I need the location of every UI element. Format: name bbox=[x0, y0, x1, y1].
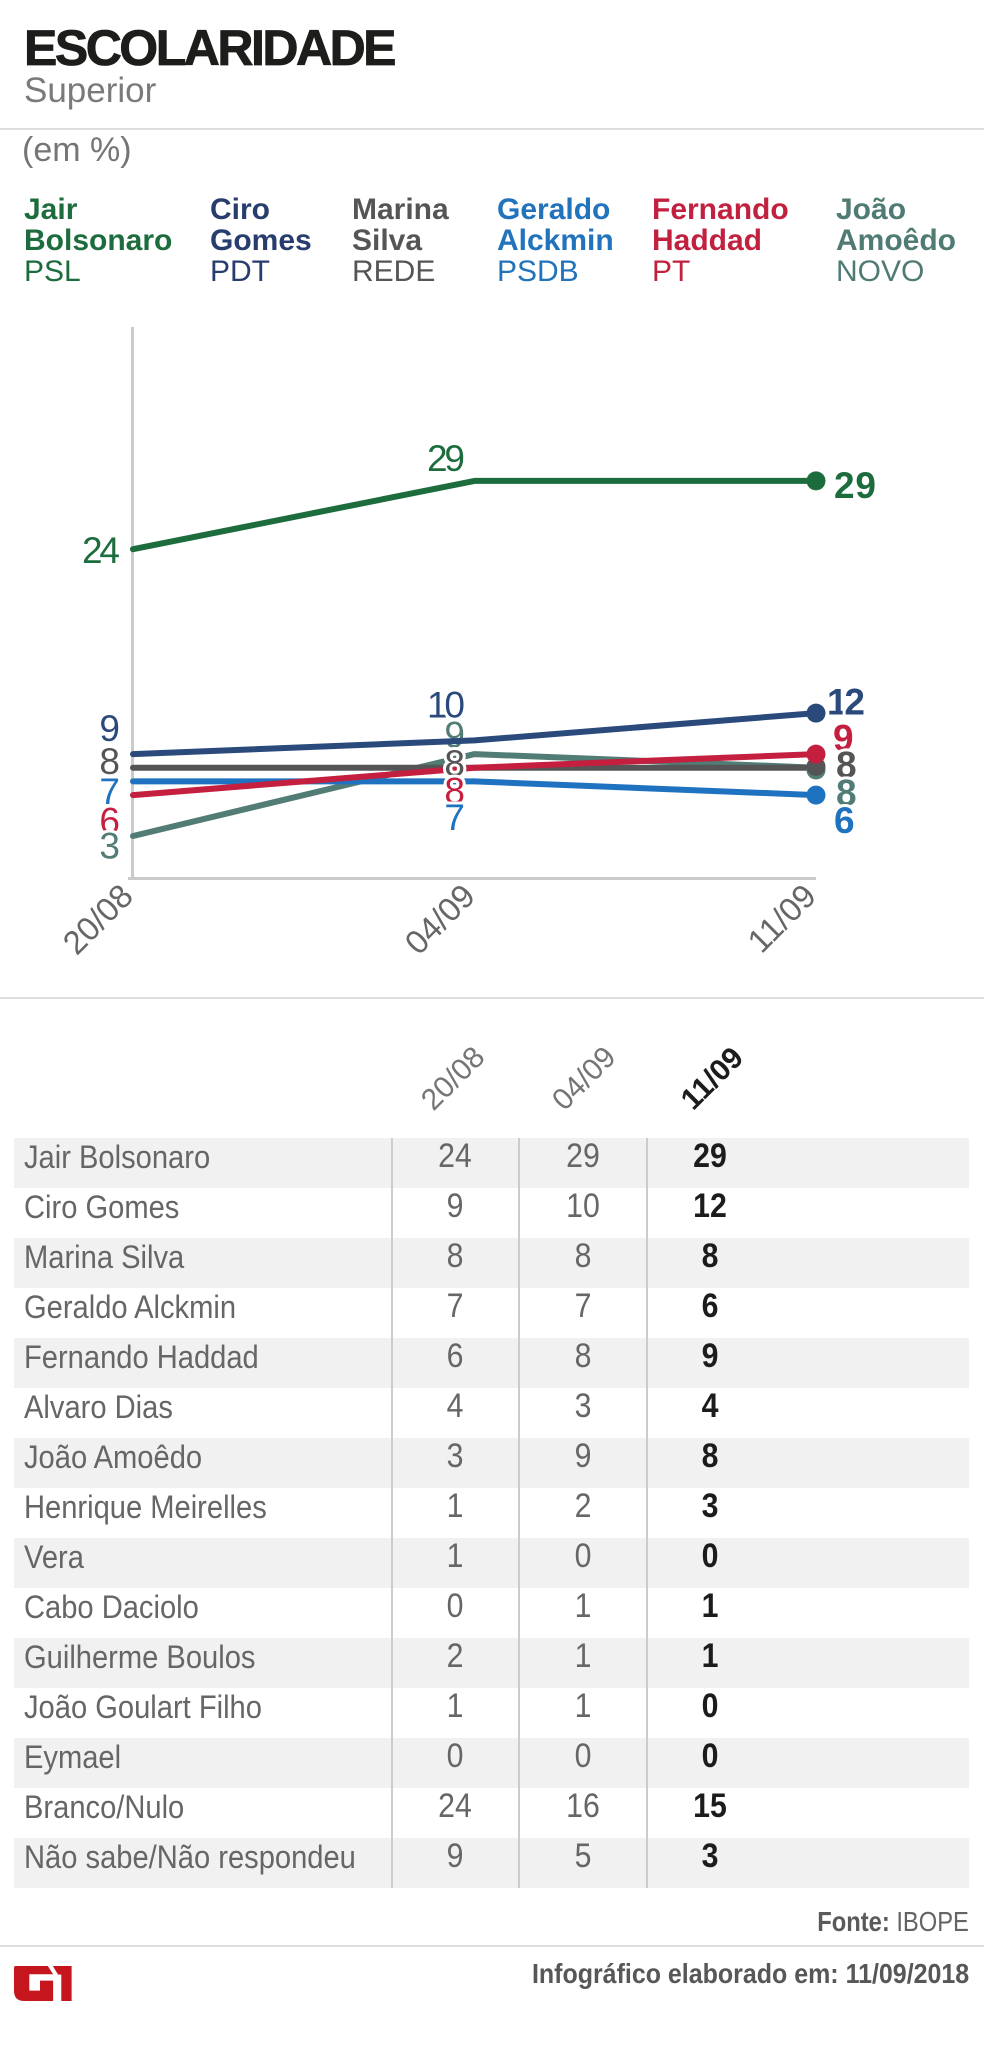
svg-text:9: 9 bbox=[833, 718, 854, 759]
svg-text:10: 10 bbox=[427, 684, 465, 725]
svg-text:11/09: 11/09 bbox=[740, 877, 823, 960]
svg-text:8: 8 bbox=[99, 741, 120, 782]
svg-text:6: 6 bbox=[834, 800, 855, 841]
svg-text:7: 7 bbox=[444, 797, 465, 838]
svg-text:9: 9 bbox=[99, 708, 120, 749]
svg-text:8: 8 bbox=[444, 743, 465, 784]
svg-text:29: 29 bbox=[427, 438, 465, 479]
svg-text:8: 8 bbox=[836, 745, 857, 786]
svg-text:24: 24 bbox=[82, 530, 120, 571]
svg-text:12: 12 bbox=[827, 682, 865, 723]
svg-text:7: 7 bbox=[99, 771, 120, 812]
svg-text:8: 8 bbox=[444, 771, 465, 812]
svg-text:20/08: 20/08 bbox=[55, 877, 140, 962]
svg-text:29: 29 bbox=[834, 465, 876, 506]
svg-text:6: 6 bbox=[99, 800, 120, 841]
svg-text:3: 3 bbox=[99, 826, 120, 867]
svg-text:04/09: 04/09 bbox=[397, 877, 482, 962]
svg-text:8: 8 bbox=[836, 773, 857, 814]
svg-text:9: 9 bbox=[444, 715, 465, 756]
